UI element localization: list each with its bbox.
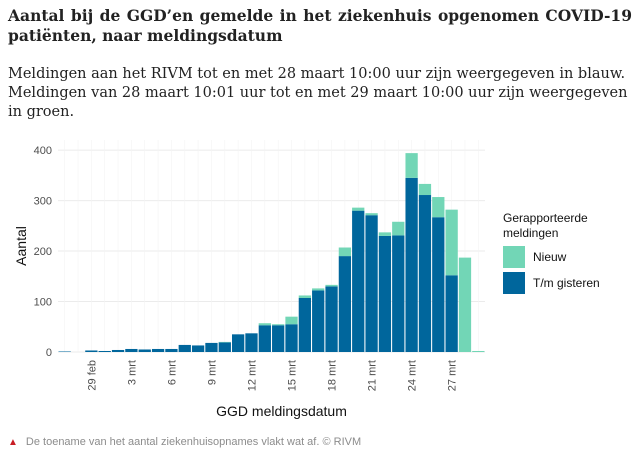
bar-tm-gisteren: [352, 210, 365, 352]
x-tick-labels: 29 feb 3 mrt 6 mrt 9 mrt 12 mrt 15 mrt 18 mrt 2…: [86, 360, 458, 391]
x-tick-label: 21 mrt: [367, 360, 379, 391]
bar-tm-gisteren: [178, 344, 191, 352]
page-title: Aantal bij de GGD’en gemelde in het ziek…: [8, 6, 632, 45]
x-tick-label: 15 mrt: [287, 360, 299, 391]
y-tick-labels: 0 100 200 300 400: [34, 145, 52, 359]
x-tick-label: 27 mrt: [447, 360, 459, 391]
x-tick-label: 3 mrt: [126, 360, 138, 385]
bar-tm-gisteren: [205, 342, 218, 352]
bar-tm-gisteren: [191, 345, 205, 352]
bar-tm-gisteren: [218, 342, 231, 352]
bar-tm-gisteren: [298, 297, 311, 352]
bar-tm-gisteren: [138, 349, 151, 352]
legend-swatch: [503, 272, 525, 294]
bar-tm-gisteren: [245, 333, 258, 352]
bar-tm-gisteren: [285, 324, 298, 352]
bar-tm-gisteren: [165, 348, 178, 352]
legend-label: T/m gisteren: [533, 276, 600, 290]
bar-tm-gisteren: [151, 348, 165, 352]
x-axis-title: GGD meldingsdatum: [216, 403, 347, 419]
bar-nieuw: [365, 213, 378, 216]
bar-tm-gisteren: [58, 351, 71, 352]
x-tick-label: 9 mrt: [206, 360, 218, 385]
subtitle-line-1: Meldingen aan het RIVM tot en met 28 maa…: [8, 66, 626, 82]
x-tick-label: 18 mrt: [327, 360, 339, 391]
bar-tm-gisteren: [272, 325, 285, 352]
bar-nieuw: [338, 247, 352, 257]
bar-tm-gisteren: [312, 290, 325, 352]
legend-title: Gerapporteerde: [503, 211, 588, 225]
bar-nieuw: [312, 288, 325, 291]
bar-nieuw: [285, 316, 298, 325]
x-tick-label: 12 mrt: [246, 360, 258, 391]
bar-nieuw: [445, 209, 458, 276]
hospital-admissions-chart: 0 100 200 300 400 29 feb 3 mrt 6 mrt 9 mrt 12 mrt…: [13, 140, 600, 419]
bar-tm-gisteren: [125, 348, 138, 352]
caption-text: De toename van het aantal ziekenhuisopna…: [25, 436, 362, 448]
y-tick-label: 300: [34, 196, 52, 208]
x-tick-label: 29 feb: [86, 360, 98, 391]
bar-tm-gisteren: [338, 256, 352, 352]
bar-tm-gisteren: [325, 286, 338, 352]
x-tick-label: 24 mrt: [407, 360, 419, 391]
bar-nieuw: [392, 221, 405, 236]
y-tick-label: 100: [34, 297, 52, 309]
bar-nieuw: [258, 323, 271, 326]
bar-nieuw: [325, 284, 338, 287]
bar-nieuw: [352, 207, 365, 211]
bar-nieuw: [298, 295, 311, 298]
bar-tm-gisteren: [432, 217, 445, 352]
bar-tm-gisteren: [111, 349, 125, 352]
triangle-up-icon: ▲: [8, 436, 18, 448]
bar-tm-gisteren: [365, 215, 378, 352]
subtitle-line-2: Meldingen van 28 maart 10:01 uur tot en …: [8, 85, 628, 120]
bar-nieuw: [472, 350, 485, 352]
bar-tm-gisteren: [392, 235, 405, 352]
bar-nieuw: [218, 341, 231, 343]
bar-nieuw: [405, 153, 418, 178]
bar-tm-gisteren: [405, 177, 418, 352]
legend-swatch: [503, 246, 525, 268]
bar-nieuw: [418, 183, 432, 196]
y-tick-label: 0: [46, 347, 52, 359]
bar-tm-gisteren: [98, 350, 111, 352]
y-axis-title: Aantal: [13, 226, 29, 266]
chart-subtitle: Meldingen aan het RIVM tot en met 28 maa…: [8, 65, 632, 122]
caption: ▲ De toename van het aantal ziekenhuisop…: [8, 436, 361, 448]
y-tick-label: 200: [34, 246, 52, 258]
bar-nieuw: [272, 324, 285, 326]
bar-tm-gisteren: [378, 235, 392, 352]
x-tick-label: 6 mrt: [166, 360, 178, 385]
bar-nieuw: [378, 232, 392, 236]
bar-nieuw: [432, 197, 445, 218]
y-tick-label: 400: [34, 145, 52, 157]
bar-tm-gisteren: [85, 350, 98, 352]
legend-label: Nieuw: [533, 250, 567, 264]
legend-title: meldingen: [503, 226, 558, 240]
bar-tm-gisteren: [232, 334, 245, 352]
bar-nieuw: [458, 257, 472, 352]
bar-tm-gisteren: [418, 195, 432, 352]
bars: [58, 153, 485, 352]
bar-tm-gisteren: [445, 275, 458, 352]
bar-tm-gisteren: [258, 325, 271, 352]
